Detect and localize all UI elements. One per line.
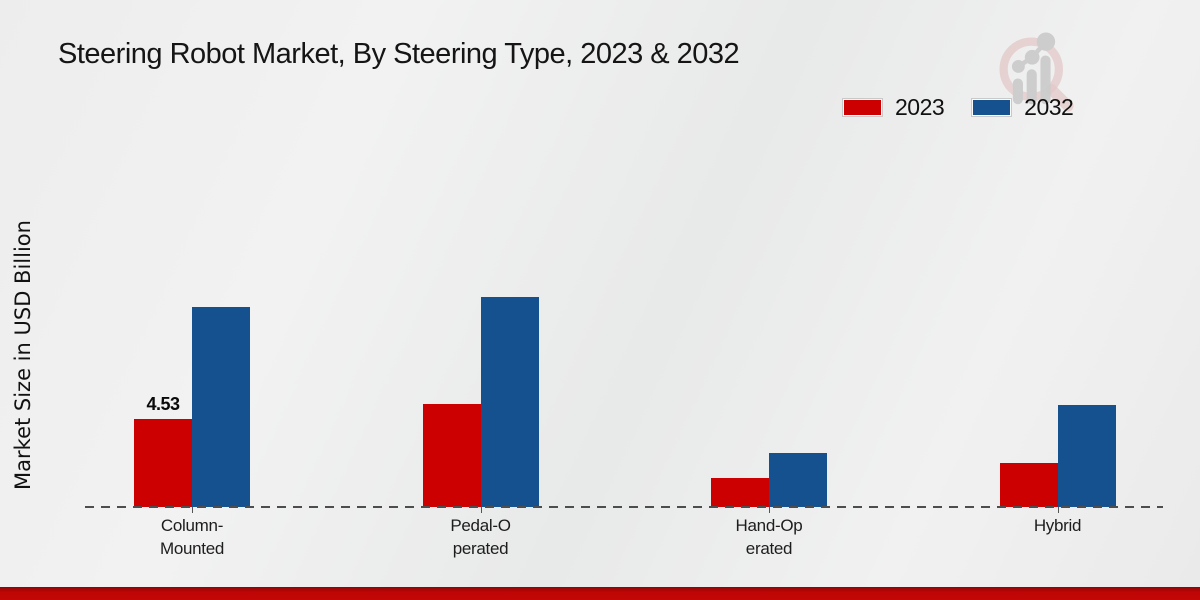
legend-swatch-2032 (971, 98, 1013, 117)
x-axis-baseline (85, 506, 1163, 508)
x-axis-tick (192, 507, 193, 513)
legend-label-2032: 2032 (1024, 94, 1074, 120)
x-axis-tick (1057, 507, 1059, 513)
category-label-hand-operated: Hand-Op erated (735, 516, 803, 558)
bar-2023-hybrid (999, 463, 1058, 507)
x-axis-tick (769, 507, 770, 513)
bar-2023-column-mounted (134, 419, 192, 507)
bar-2023-hand-operated (711, 478, 769, 507)
bar-2032-pedal-operated (480, 297, 539, 507)
bar-2032-column-mounted (192, 307, 250, 507)
bar-2023-pedal-operated (422, 404, 481, 507)
legend-swatch-2023 (842, 98, 883, 117)
category-label-pedal-operated: Pedal-O perated (450, 516, 511, 558)
bar-2032-hybrid (1057, 405, 1116, 507)
brand-watermark-magnifier-chart-icon (999, 32, 1074, 112)
legend: 2023 2032 (842, 94, 1074, 121)
x-axis-tick (480, 507, 482, 513)
category-label-column-mounted: Column- Mounted (159, 516, 225, 558)
footer-accent-bar (0, 587, 1200, 600)
category-label-hybrid: Hybrid (1033, 516, 1082, 535)
bar-2032-hand-operated (769, 453, 827, 507)
chart-title: Steering Robot Market, By Steering Type,… (58, 38, 740, 70)
bar-value-label-2023: 4.53 (146, 394, 180, 414)
legend-item-2032: 2032 (971, 94, 1074, 121)
legend-item-2023: 2023 (842, 94, 945, 121)
legend-label-2023: 2023 (895, 94, 945, 120)
